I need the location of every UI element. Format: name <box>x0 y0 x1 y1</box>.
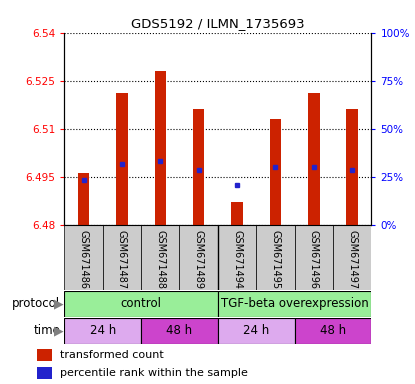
Text: GSM671487: GSM671487 <box>117 230 127 289</box>
Text: GSM671489: GSM671489 <box>194 230 204 289</box>
Bar <box>37 349 52 361</box>
Text: 48 h: 48 h <box>320 324 346 337</box>
Text: 48 h: 48 h <box>166 324 193 337</box>
Text: GSM671495: GSM671495 <box>271 230 281 289</box>
Text: GSM671488: GSM671488 <box>155 230 165 289</box>
FancyBboxPatch shape <box>141 318 218 344</box>
FancyBboxPatch shape <box>295 318 371 344</box>
Text: transformed count: transformed count <box>60 349 164 359</box>
FancyBboxPatch shape <box>64 291 218 317</box>
Bar <box>270 119 281 225</box>
Bar <box>308 93 320 225</box>
FancyBboxPatch shape <box>218 318 295 344</box>
FancyBboxPatch shape <box>64 318 141 344</box>
FancyBboxPatch shape <box>180 225 218 290</box>
Bar <box>78 174 89 225</box>
FancyBboxPatch shape <box>103 225 141 290</box>
FancyBboxPatch shape <box>218 291 371 317</box>
FancyBboxPatch shape <box>256 225 295 290</box>
Bar <box>231 202 243 225</box>
FancyBboxPatch shape <box>295 225 333 290</box>
Text: GSM671486: GSM671486 <box>78 230 88 289</box>
Text: time: time <box>33 324 60 337</box>
Text: ▶: ▶ <box>54 297 63 310</box>
Text: GSM671494: GSM671494 <box>232 230 242 289</box>
Bar <box>37 367 52 379</box>
Bar <box>347 109 358 225</box>
Text: ▶: ▶ <box>54 324 63 337</box>
Bar <box>116 93 128 225</box>
Bar <box>154 71 166 225</box>
Text: control: control <box>121 297 161 310</box>
Bar <box>193 109 205 225</box>
Title: GDS5192 / ILMN_1735693: GDS5192 / ILMN_1735693 <box>131 17 305 30</box>
Text: 24 h: 24 h <box>243 324 269 337</box>
Text: TGF-beta overexpression: TGF-beta overexpression <box>221 297 369 310</box>
FancyBboxPatch shape <box>141 225 180 290</box>
Text: GSM671497: GSM671497 <box>347 230 357 289</box>
Text: GSM671496: GSM671496 <box>309 230 319 289</box>
FancyBboxPatch shape <box>333 225 371 290</box>
FancyBboxPatch shape <box>218 225 256 290</box>
FancyBboxPatch shape <box>64 225 103 290</box>
Text: 24 h: 24 h <box>90 324 116 337</box>
Text: percentile rank within the sample: percentile rank within the sample <box>60 368 248 378</box>
Text: protocol: protocol <box>12 297 60 310</box>
